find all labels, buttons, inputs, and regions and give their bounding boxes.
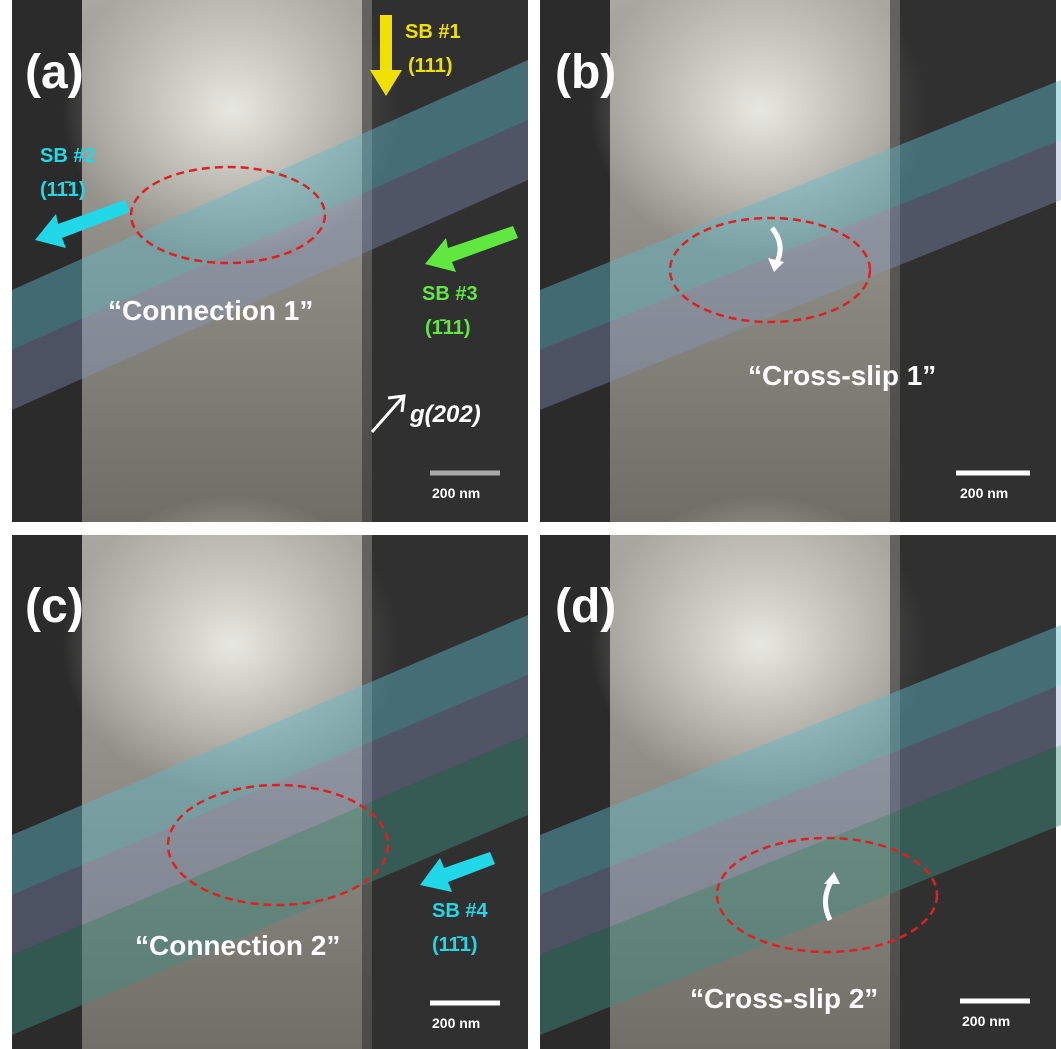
panel-label: (b) xyxy=(555,46,616,99)
slip-band-name: SB #1 xyxy=(405,21,461,43)
scale-bar-label: 200 nm xyxy=(960,485,1008,501)
panel-label: (a) xyxy=(25,46,84,99)
figure: (a) SB #1 (111) SB #2 (11̄1) SB #3 (1̄11… xyxy=(0,0,1061,1049)
diffraction-vector: g(202) xyxy=(409,401,481,428)
panel-label: (c) xyxy=(25,580,84,633)
slip-band-name: SB #2 xyxy=(40,145,96,167)
slip-band-plane: (111) xyxy=(408,55,452,77)
caption: “Cross-slip 2” xyxy=(690,983,878,1014)
slip-band-plane: (11̄1) xyxy=(432,934,478,956)
panel-b xyxy=(540,0,1061,522)
scale-bar-label: 200 nm xyxy=(432,1015,480,1031)
slip-band-plane: (1̄11) xyxy=(425,317,471,339)
slip-band-plane: (11̄1) xyxy=(40,179,86,201)
panel-c xyxy=(12,495,528,1049)
caption: “Cross-slip 1” xyxy=(748,360,936,391)
slip-band-name: SB #4 xyxy=(432,900,488,922)
panel-d xyxy=(540,495,1061,1049)
slip-band-name: SB #3 xyxy=(422,283,478,305)
caption: “Connection 1” xyxy=(108,295,313,326)
panel-label: (d) xyxy=(555,580,616,633)
scale-bar-label: 200 nm xyxy=(962,1013,1010,1029)
caption: “Connection 2” xyxy=(135,930,340,961)
scale-bar-label: 200 nm xyxy=(432,485,480,501)
